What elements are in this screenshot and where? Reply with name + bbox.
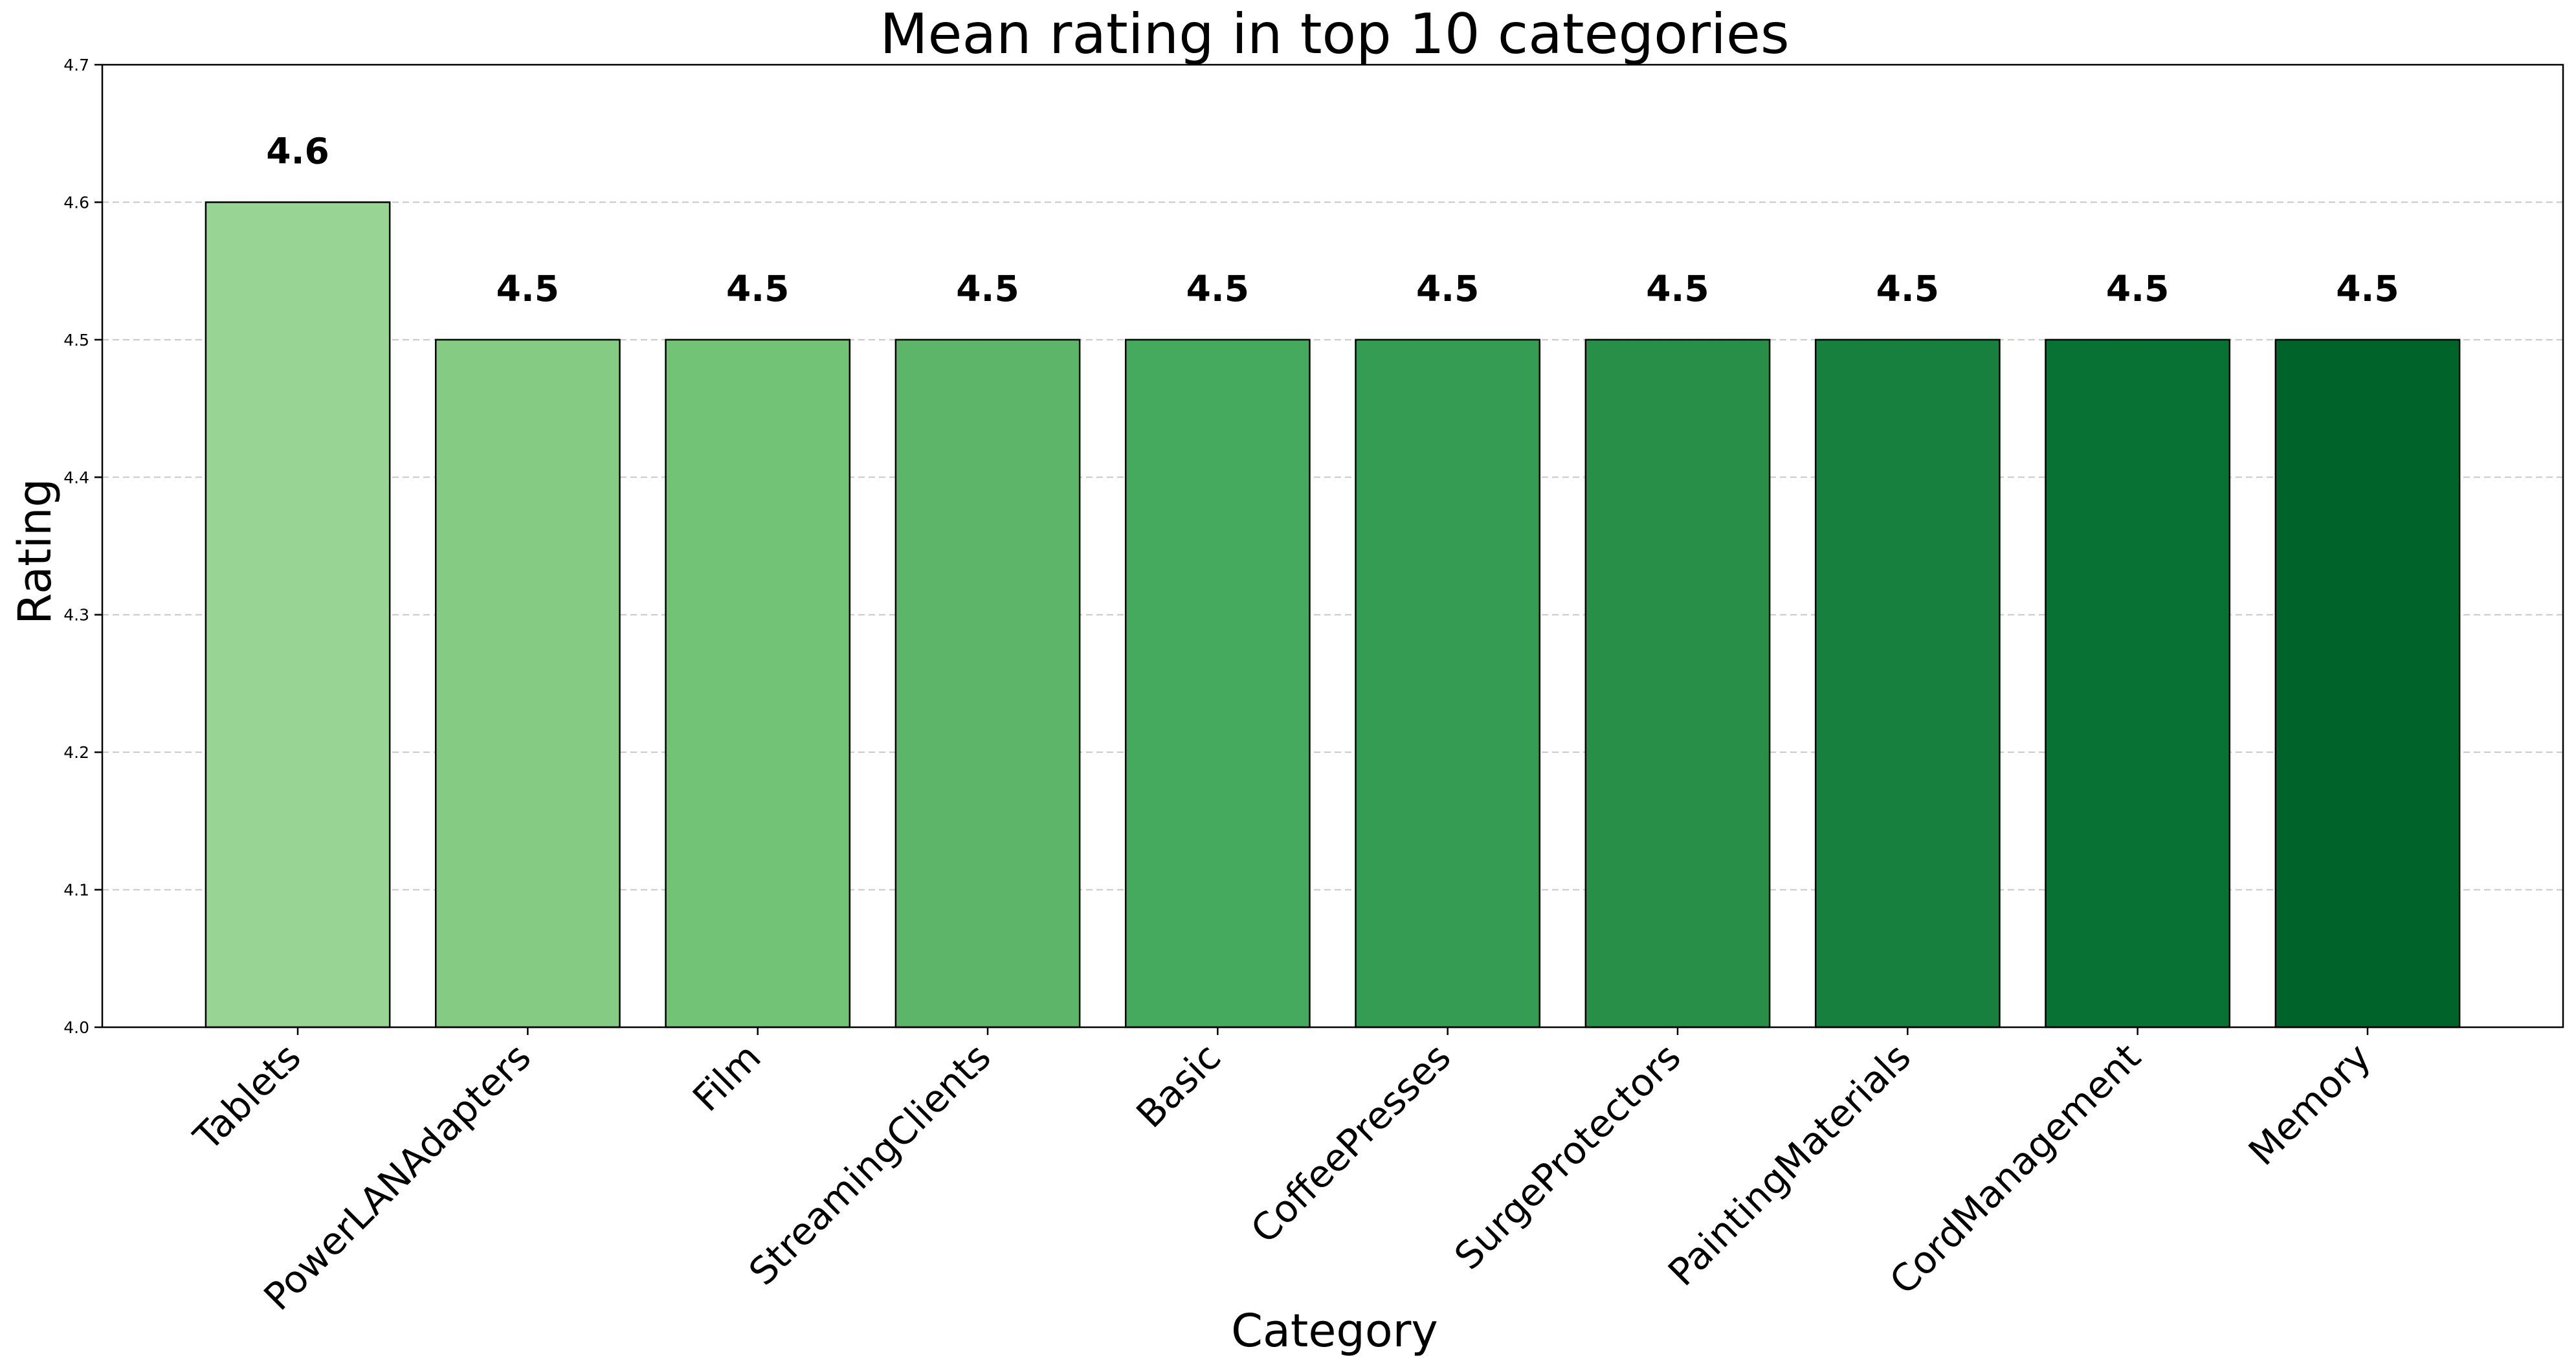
y-axis-label: Rating <box>8 478 61 625</box>
x-tick-label: StreamingClients <box>740 1035 999 1294</box>
y-tick-label: 4.3 <box>63 606 89 625</box>
bar-coffeepresses <box>1355 339 1541 1029</box>
plot-frame <box>101 63 2564 1029</box>
y-tick-label: 4.5 <box>63 331 89 350</box>
x-tick-label: SurgeProtectors <box>1446 1035 1689 1278</box>
y-tick-label: 4.4 <box>63 468 89 487</box>
y-axis-ticks: 4.0 4.1 4.2 4.3 4.4 4.5 4.6 4.7 <box>63 56 102 1037</box>
x-tick-label: PaintingMaterials <box>1660 1035 1919 1295</box>
y-tick-label: 4.7 <box>63 56 89 74</box>
data-label: 4.5 <box>2106 268 2169 309</box>
bar-cordmanagement <box>2045 339 2231 1029</box>
bars <box>205 201 2461 1029</box>
y-tick-label: 4.1 <box>63 881 89 900</box>
data-label: 4.5 <box>1416 268 1479 309</box>
data-label: 4.5 <box>956 268 1019 309</box>
bar-tablets <box>205 201 391 1029</box>
data-label: 4.6 <box>266 130 329 172</box>
x-axis-label: Category <box>1231 1304 1438 1357</box>
bar-memory <box>2274 339 2461 1029</box>
data-label: 4.5 <box>1876 268 1939 309</box>
y-tick-label: 4.6 <box>63 193 89 212</box>
bar-film <box>665 339 851 1029</box>
y-tick-label: 4.0 <box>63 1018 89 1037</box>
data-label: 4.5 <box>1186 268 1249 309</box>
x-tick-label: Film <box>684 1035 769 1120</box>
bar-paintingmaterials <box>1814 339 2001 1029</box>
data-label: 4.5 <box>496 268 559 309</box>
data-label: 4.5 <box>1646 268 1709 309</box>
y-tick-label: 4.2 <box>63 743 89 762</box>
x-tick-label: Memory <box>2240 1035 2379 1174</box>
x-tick-label: CoffeePresses <box>1242 1035 1459 1252</box>
bar-surgeprotectors <box>1584 339 1771 1029</box>
data-label: 4.5 <box>726 268 789 309</box>
x-tick-label: Basic <box>1128 1035 1230 1137</box>
data-label: 4.5 <box>2336 268 2399 309</box>
bar-streamingclients <box>894 339 1081 1029</box>
bar-basic <box>1124 339 1311 1029</box>
x-tick-label: CordManagement <box>1881 1035 2149 1303</box>
x-tick-label: PowerLANAdapters <box>256 1035 540 1319</box>
bar-powerlanadapters <box>434 339 621 1029</box>
chart-title: Mean rating in top 10 categories <box>880 2 1789 67</box>
x-tick-label: Tablets <box>185 1035 309 1159</box>
data-labels: 4.6 4.5 4.5 4.5 4.5 4.5 4.5 4.5 4.5 4.5 <box>266 130 2399 309</box>
